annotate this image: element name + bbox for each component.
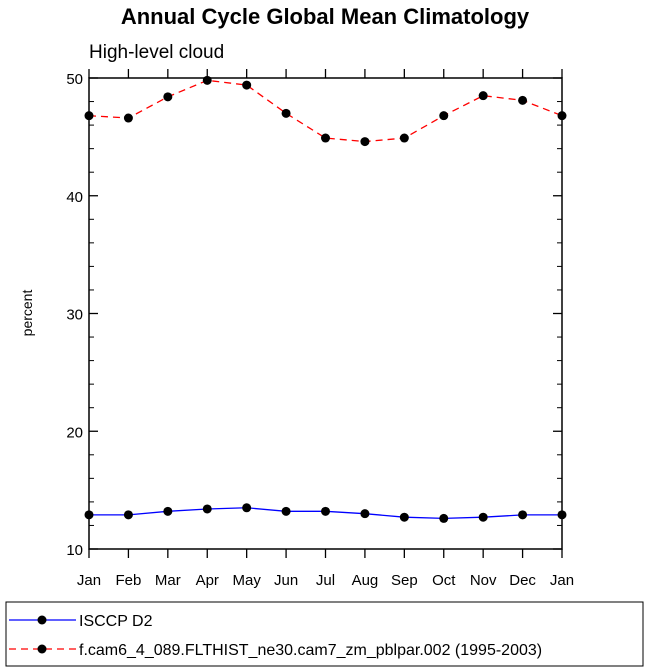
data-point	[84, 111, 94, 121]
data-point	[242, 503, 252, 513]
data-point	[557, 510, 567, 520]
data-point	[478, 91, 488, 101]
legend-label-2: f.cam6_4_089.FLTHIST_ne30.cam7_zm_pblpar…	[79, 642, 542, 659]
chart-title: Annual Cycle Global Mean Climatology	[121, 4, 530, 29]
data-point	[163, 506, 173, 516]
plot-frame	[88, 77, 563, 550]
data-point	[360, 137, 370, 147]
series-line-2	[88, 79, 563, 143]
data-point	[202, 504, 212, 514]
data-point	[163, 92, 173, 102]
y-tick-label: 50	[66, 71, 83, 88]
data-point	[518, 95, 528, 105]
legend-marker	[37, 644, 47, 654]
data-point	[84, 510, 94, 520]
data-point	[123, 510, 133, 520]
data-point	[123, 113, 133, 123]
x-tick-label: May	[232, 572, 261, 589]
legend: ISCCP D2 f.cam6_4_089.FLTHIST_ne30.cam7_z…	[5, 601, 644, 667]
x-tick-label: Jun	[274, 572, 298, 589]
data-point	[360, 509, 370, 519]
legend-box	[5, 601, 644, 667]
data-point	[321, 133, 330, 143]
data-point	[439, 111, 449, 121]
x-tick-label: Jan	[77, 572, 101, 589]
data-point	[202, 75, 212, 85]
legend-marker	[37, 615, 47, 625]
x-tick-label: Jul	[316, 572, 335, 589]
data-point	[242, 80, 252, 90]
data-point	[399, 133, 409, 143]
y-tick-label: 10	[66, 542, 83, 559]
x-tick-label: Apr	[196, 572, 219, 589]
data-point	[281, 108, 291, 118]
chart-subtitle: High-level cloud	[89, 42, 224, 63]
x-tick-label: Sep	[391, 572, 418, 589]
y-axis-label: percent	[19, 290, 35, 337]
legend-label-1: ISCCP D2	[79, 613, 153, 630]
x-tick-label: Aug	[352, 572, 379, 589]
y-tick-label: 20	[66, 424, 83, 441]
data-point	[557, 111, 567, 121]
data-point	[518, 510, 528, 520]
data-point	[478, 512, 488, 522]
y-tick-label: 30	[66, 307, 83, 324]
x-tick-label: Jan	[550, 572, 574, 589]
axis-ticks: 10 20 30 40 50 Jan Feb Mar Apr May Jun Jul Aug Sep Oct…	[66, 69, 574, 589]
series-group	[84, 75, 567, 523]
data-point	[321, 506, 330, 516]
data-point	[439, 513, 449, 523]
y-tick-label: 40	[66, 189, 83, 206]
data-point	[399, 512, 409, 522]
x-tick-label: Feb	[115, 572, 141, 589]
x-tick-label: Dec	[509, 572, 536, 589]
x-tick-label: Oct	[432, 572, 456, 589]
x-tick-label: Mar	[155, 572, 181, 589]
data-point	[281, 506, 291, 516]
x-tick-label: Nov	[470, 572, 497, 589]
